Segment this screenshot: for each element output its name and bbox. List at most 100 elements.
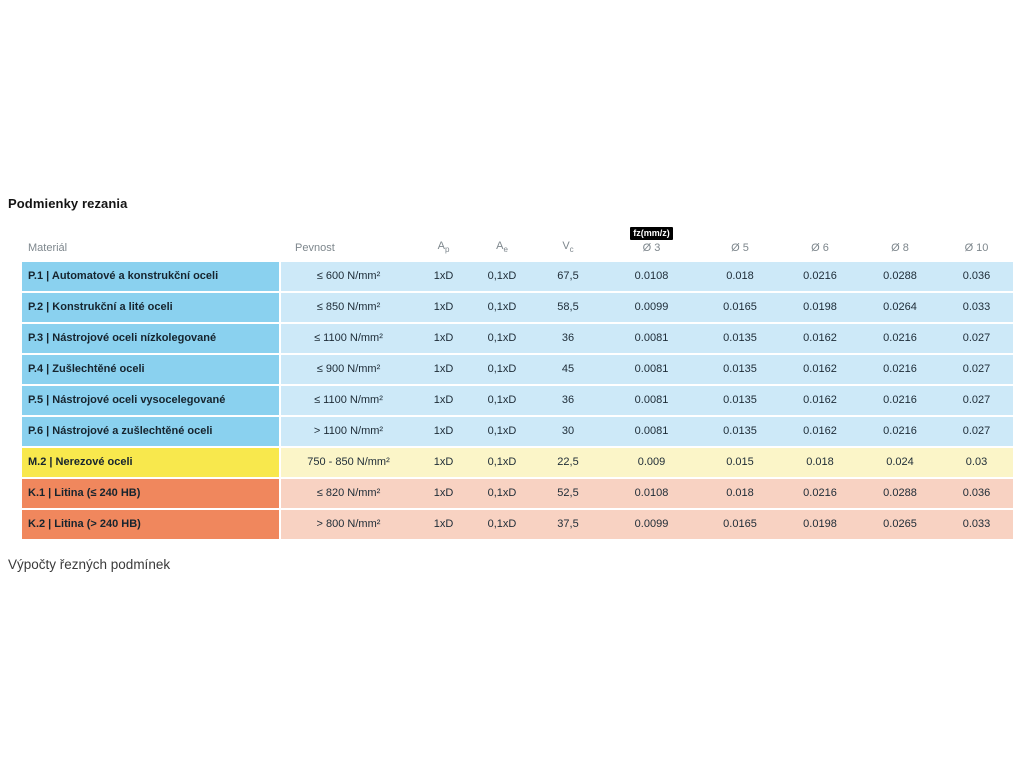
- material-cell: K.2 | Litina (> 240 HB): [22, 509, 279, 539]
- ap-cell: 1xD: [433, 270, 454, 283]
- ae-cell: 0,1xD: [487, 301, 517, 314]
- material-cell: P.3 | Nástrojové oceli nízkolegované: [22, 323, 279, 353]
- table-row: P.2 | Konstrukční a lité oceli ≤ 850 N/m…: [22, 292, 1013, 322]
- ae-cell: 0,1xD: [487, 456, 517, 469]
- fz-unit-badge: fz(mm/z): [630, 227, 673, 240]
- fz-d8-cell: 0.024: [886, 456, 914, 469]
- material-cell: P.1 | Automatové a konstrukční oceli: [22, 261, 279, 291]
- column-header-d10: Ø 10: [964, 242, 989, 254]
- ap-cell: 1xD: [433, 363, 454, 376]
- column-header-d6: Ø 6: [811, 242, 829, 254]
- table-row: P.1 | Automatové a konstrukční oceli ≤ 6…: [22, 261, 1013, 291]
- fz-d8-cell: 0.0288: [883, 270, 917, 283]
- vc-cell: 67,5: [557, 270, 579, 283]
- column-header-d3: fz(mm/z) Ø 3: [603, 227, 700, 255]
- fz-d3-cell: 0.0099: [634, 301, 669, 314]
- row-data-cells: ≤ 600 N/mm² 1xD 0,1xD 67,5 0.0108 0.018 …: [281, 261, 1013, 291]
- fz-d6-cell: 0.0162: [803, 394, 837, 407]
- ap-cell: 1xD: [433, 394, 454, 407]
- fz-d6-cell: 0.0216: [803, 270, 837, 283]
- fz-d3-cell: 0.0081: [634, 363, 669, 376]
- ae-cell: 0,1xD: [487, 425, 517, 438]
- fz-d10-cell: 0.027: [962, 394, 991, 407]
- vc-cell: 36: [561, 394, 575, 407]
- column-header-d5: Ø 5: [731, 242, 749, 254]
- row-data-cells: ≤ 820 N/mm² 1xD 0,1xD 52,5 0.0108 0.018 …: [281, 478, 1013, 508]
- fz-d10-cell: 0.033: [962, 301, 991, 314]
- material-cell: M.2 | Nerezové oceli: [22, 447, 279, 477]
- fz-d5-cell: 0.0165: [723, 518, 757, 531]
- table-body: P.1 | Automatové a konstrukční oceli ≤ 6…: [22, 261, 1013, 539]
- pevnost-cell: > 1100 N/mm²: [313, 425, 384, 438]
- fz-d6-cell: 0.0162: [803, 363, 837, 376]
- table-row: K.1 | Litina (≤ 240 HB) ≤ 820 N/mm² 1xD …: [22, 478, 1013, 508]
- column-header-d3-label: Ø 3: [642, 242, 661, 254]
- fz-d3-cell: 0.0099: [634, 518, 669, 531]
- row-data-cells: ≤ 1100 N/mm² 1xD 0,1xD 36 0.0081 0.0135 …: [281, 385, 1013, 415]
- fz-d10-cell: 0.036: [962, 487, 991, 500]
- ap-cell: 1xD: [433, 301, 454, 314]
- fz-d6-cell: 0.0198: [803, 301, 837, 314]
- fz-d5-cell: 0.018: [726, 487, 754, 500]
- fz-d8-cell: 0.0216: [883, 332, 917, 345]
- fz-d10-cell: 0.027: [962, 425, 991, 438]
- table-row: P.5 | Nástrojové oceli vysocelegované ≤ …: [22, 385, 1013, 415]
- column-header-ae: Ae: [496, 240, 508, 255]
- page-title: Podmienky rezania: [8, 196, 128, 211]
- pevnost-cell: ≤ 850 N/mm²: [316, 301, 381, 314]
- pevnost-cell: ≤ 600 N/mm²: [316, 270, 381, 283]
- vc-cell: 45: [561, 363, 575, 376]
- fz-d10-cell: 0.03: [965, 456, 988, 469]
- ap-cell: 1xD: [433, 518, 454, 531]
- material-cell: K.1 | Litina (≤ 240 HB): [22, 478, 279, 508]
- ap-cell: 1xD: [433, 456, 454, 469]
- fz-d5-cell: 0.0135: [723, 394, 757, 407]
- table-row: P.3 | Nástrojové oceli nízkolegované ≤ 1…: [22, 323, 1013, 353]
- pevnost-cell: ≤ 820 N/mm²: [316, 487, 381, 500]
- material-cell: P.2 | Konstrukční a lité oceli: [22, 292, 279, 322]
- fz-d5-cell: 0.0135: [723, 425, 757, 438]
- vc-cell: 37,5: [557, 518, 579, 531]
- fz-d6-cell: 0.0162: [803, 332, 837, 345]
- fz-d5-cell: 0.015: [726, 456, 754, 469]
- table-row: M.2 | Nerezové oceli 750 - 850 N/mm² 1xD…: [22, 447, 1013, 477]
- fz-d5-cell: 0.0165: [723, 301, 757, 314]
- fz-d3-cell: 0.0081: [634, 394, 669, 407]
- row-data-cells: 750 - 850 N/mm² 1xD 0,1xD 22,5 0.009 0.0…: [281, 447, 1013, 477]
- table-row: K.2 | Litina (> 240 HB) > 800 N/mm² 1xD …: [22, 509, 1013, 539]
- fz-d3-cell: 0.009: [637, 456, 666, 469]
- vc-cell: 58,5: [557, 301, 579, 314]
- column-header-pevnost: Pevnost: [295, 242, 335, 254]
- fz-d8-cell: 0.0265: [883, 518, 917, 531]
- vc-cell: 22,5: [557, 456, 579, 469]
- column-header-vc: Vc: [562, 240, 574, 255]
- section-label-calculations: Výpočty řezných podmínek: [8, 557, 171, 572]
- fz-d5-cell: 0.0135: [723, 363, 757, 376]
- ae-cell: 0,1xD: [487, 487, 517, 500]
- ae-cell: 0,1xD: [487, 394, 517, 407]
- fz-d6-cell: 0.0198: [803, 518, 837, 531]
- table-row: P.6 | Nástrojové a zušlechtěné oceli > 1…: [22, 416, 1013, 446]
- fz-d3-cell: 0.0081: [634, 425, 669, 438]
- ap-cell: 1xD: [433, 332, 454, 345]
- ap-cell: 1xD: [433, 487, 454, 500]
- fz-d6-cell: 0.0216: [803, 487, 837, 500]
- material-cell: P.6 | Nástrojové a zušlechtěné oceli: [22, 416, 279, 446]
- table-row: P.4 | Zušlechtěné oceli ≤ 900 N/mm² 1xD …: [22, 354, 1013, 384]
- column-header-material: Materiál: [28, 242, 68, 254]
- row-data-cells: ≤ 1100 N/mm² 1xD 0,1xD 36 0.0081 0.0135 …: [281, 323, 1013, 353]
- fz-d10-cell: 0.033: [962, 518, 991, 531]
- material-cell: P.5 | Nástrojové oceli vysocelegované: [22, 385, 279, 415]
- fz-d8-cell: 0.0216: [883, 425, 917, 438]
- row-data-cells: > 1100 N/mm² 1xD 0,1xD 30 0.0081 0.0135 …: [281, 416, 1013, 446]
- table-header-row: Materiál Pevnost Ap Ae Vc fz(mm/z) Ø 3 Ø…: [22, 227, 1013, 262]
- fz-d3-cell: 0.0108: [634, 487, 669, 500]
- fz-d6-cell: 0.018: [806, 456, 834, 469]
- material-cell: P.4 | Zušlechtěné oceli: [22, 354, 279, 384]
- row-data-cells: ≤ 900 N/mm² 1xD 0,1xD 45 0.0081 0.0135 0…: [281, 354, 1013, 384]
- fz-d8-cell: 0.0216: [883, 363, 917, 376]
- fz-d10-cell: 0.027: [962, 332, 991, 345]
- vc-cell: 36: [561, 332, 575, 345]
- pevnost-cell: 750 - 850 N/mm²: [307, 456, 390, 469]
- ae-cell: 0,1xD: [487, 332, 517, 345]
